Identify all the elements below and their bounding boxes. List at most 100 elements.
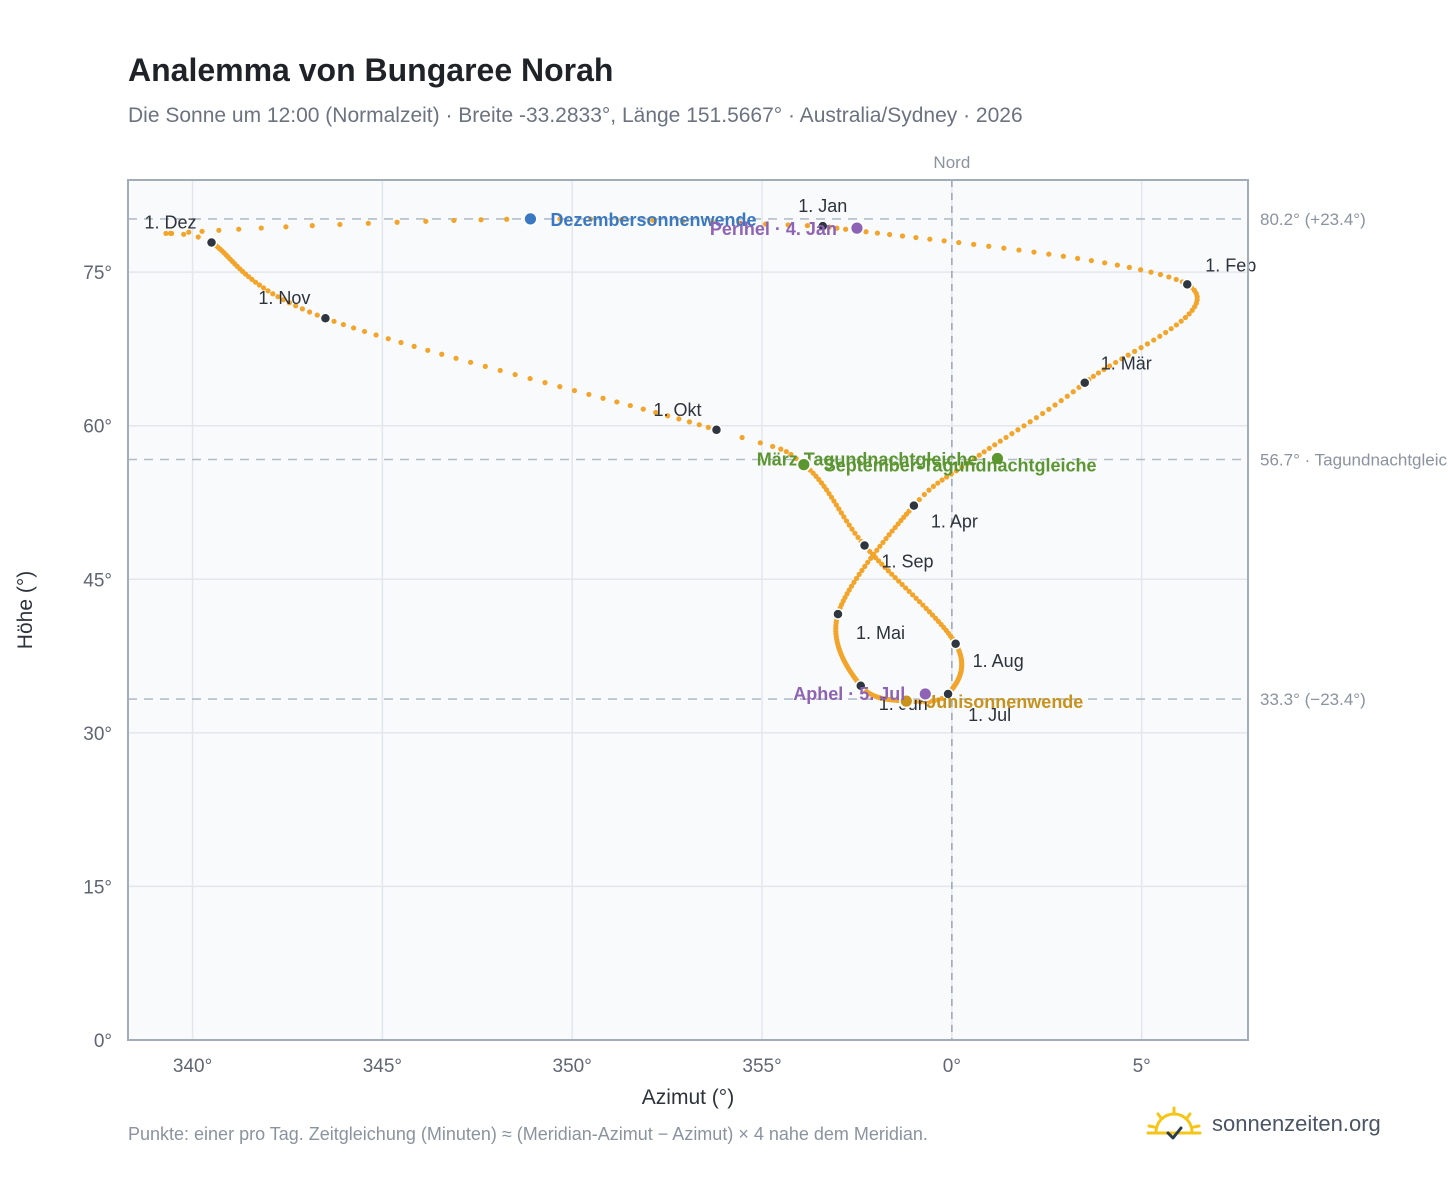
daily-sun-dot <box>1102 260 1108 266</box>
y-tick-label: 75° <box>83 263 112 284</box>
x-tick-label: 345° <box>363 1056 402 1077</box>
event-marker <box>898 693 914 709</box>
daily-sun-dot <box>899 233 906 239</box>
daily-sun-dot <box>676 416 682 422</box>
y-tick-label: 60° <box>83 417 112 438</box>
daily-sun-dot <box>1095 370 1102 376</box>
daily-sun-dot <box>1178 318 1184 324</box>
daily-sun-dot <box>619 216 625 223</box>
daily-sun-dot <box>365 220 371 226</box>
daily-sun-dot <box>527 375 533 382</box>
month-marker <box>854 680 867 692</box>
daily-sun-dot <box>1021 423 1027 429</box>
daily-sun-dot <box>899 581 905 588</box>
y-tick-label: 0° <box>94 1031 112 1052</box>
daily-sun-dot <box>385 336 391 342</box>
daily-sun-dot <box>1027 419 1033 425</box>
daily-sun-dot <box>903 585 909 591</box>
event-marker <box>849 220 865 236</box>
daily-sun-dot <box>833 502 839 508</box>
daily-sun-dot <box>1148 269 1154 275</box>
month-label: 1. Apr <box>931 512 978 532</box>
daily-sun-dot <box>863 229 869 235</box>
daily-sun-dot <box>373 332 379 338</box>
daily-sun-dot <box>1113 359 1119 366</box>
daily-sun-dot <box>181 231 187 237</box>
meridian-label: Nord <box>933 153 970 172</box>
daily-sun-dot <box>439 351 445 357</box>
daily-sun-dot <box>1138 345 1144 351</box>
daily-sun-dot <box>874 547 880 553</box>
chart-footnote: Punkte: einer pro Tag. Zeitgleichung (Mi… <box>128 1124 928 1144</box>
daily-sun-dot <box>953 468 959 474</box>
chart-subtitle: Die Sonne um 12:00 (Normalzeit) · Breite… <box>128 104 1023 127</box>
daily-sun-dot <box>976 452 982 458</box>
daily-sun-dot <box>1001 245 1007 251</box>
month-label: 1. Jan <box>798 196 847 216</box>
daily-sun-dot <box>1182 314 1189 321</box>
daily-sun-dot <box>898 517 904 524</box>
daily-sun-dot <box>686 419 693 425</box>
daily-sun-dot <box>600 395 606 401</box>
daily-sun-dot <box>992 442 998 448</box>
daily-sun-dot <box>926 609 932 615</box>
month-label: 1. Feb <box>1205 255 1256 275</box>
daily-sun-dot <box>1060 253 1066 259</box>
daily-sun-dot <box>931 698 937 704</box>
daily-sun-dot <box>882 564 888 571</box>
plot-frame <box>127 179 1249 1041</box>
daily-sun-dot <box>757 440 763 446</box>
daily-sun-dot <box>1119 356 1125 362</box>
daily-sun-dot <box>1040 410 1046 417</box>
daily-sun-dot <box>856 571 862 577</box>
daily-sun-dot <box>896 578 902 584</box>
daily-sun-dot <box>889 571 895 577</box>
daily-sun-dot <box>275 294 281 300</box>
daily-sun-dot <box>879 561 885 567</box>
daily-sun-dot <box>512 371 518 378</box>
daily-sun-dot <box>788 451 794 458</box>
daily-sun-dot <box>981 449 987 455</box>
daily-sun-dot <box>846 522 852 528</box>
daily-sun-dot <box>1064 393 1070 399</box>
daily-sun-dot <box>640 406 646 412</box>
daily-sun-dot <box>892 575 898 581</box>
month-marker <box>205 236 218 249</box>
month-marker <box>858 539 871 552</box>
daily-sun-dot <box>394 219 400 225</box>
daily-sun-dot <box>504 216 510 222</box>
daily-sun-dot <box>280 297 287 303</box>
daily-sun-dot <box>497 367 503 374</box>
y-tick-label: 45° <box>83 570 112 591</box>
daily-sun-dot <box>886 532 892 538</box>
daily-sun-dot <box>785 222 791 228</box>
daily-sun-dot <box>258 225 264 231</box>
daily-sun-dot <box>843 226 849 232</box>
event-label: Aphel · 5. Jul <box>793 684 905 704</box>
month-label: 1. Okt <box>653 400 701 420</box>
daily-sun-dot <box>1088 257 1094 264</box>
daily-sun-dot <box>1052 402 1058 408</box>
daily-sun-dot <box>270 291 276 297</box>
month-label: 1. Aug <box>973 651 1024 671</box>
brand-logo[interactable]: sonnenzeiten.org <box>1146 1102 1381 1146</box>
daily-sun-dot <box>1003 434 1009 441</box>
y-tick-label: 15° <box>83 877 112 898</box>
daily-sun-dot <box>614 399 620 405</box>
daily-sun-dot <box>1046 251 1052 257</box>
y-tick-label: 30° <box>83 724 112 745</box>
daily-sun-dot <box>1126 264 1132 270</box>
daily-sun-dot <box>971 241 977 247</box>
x-tick-label: 340° <box>173 1056 212 1077</box>
daily-sun-dot <box>1070 389 1076 395</box>
daily-sun-dot <box>696 422 702 428</box>
daily-sun-dot <box>199 228 205 234</box>
month-marker <box>710 424 723 436</box>
daily-sun-dot <box>216 227 222 233</box>
daily-sun-dot <box>739 434 745 441</box>
reference-line-label: 80.2° (+23.4°) <box>1260 210 1366 229</box>
reference-line-label: 56.7° · Tagundnachtgleiche <box>1260 451 1448 470</box>
daily-sun-dot <box>467 359 474 365</box>
daily-sun-dot <box>411 343 417 349</box>
